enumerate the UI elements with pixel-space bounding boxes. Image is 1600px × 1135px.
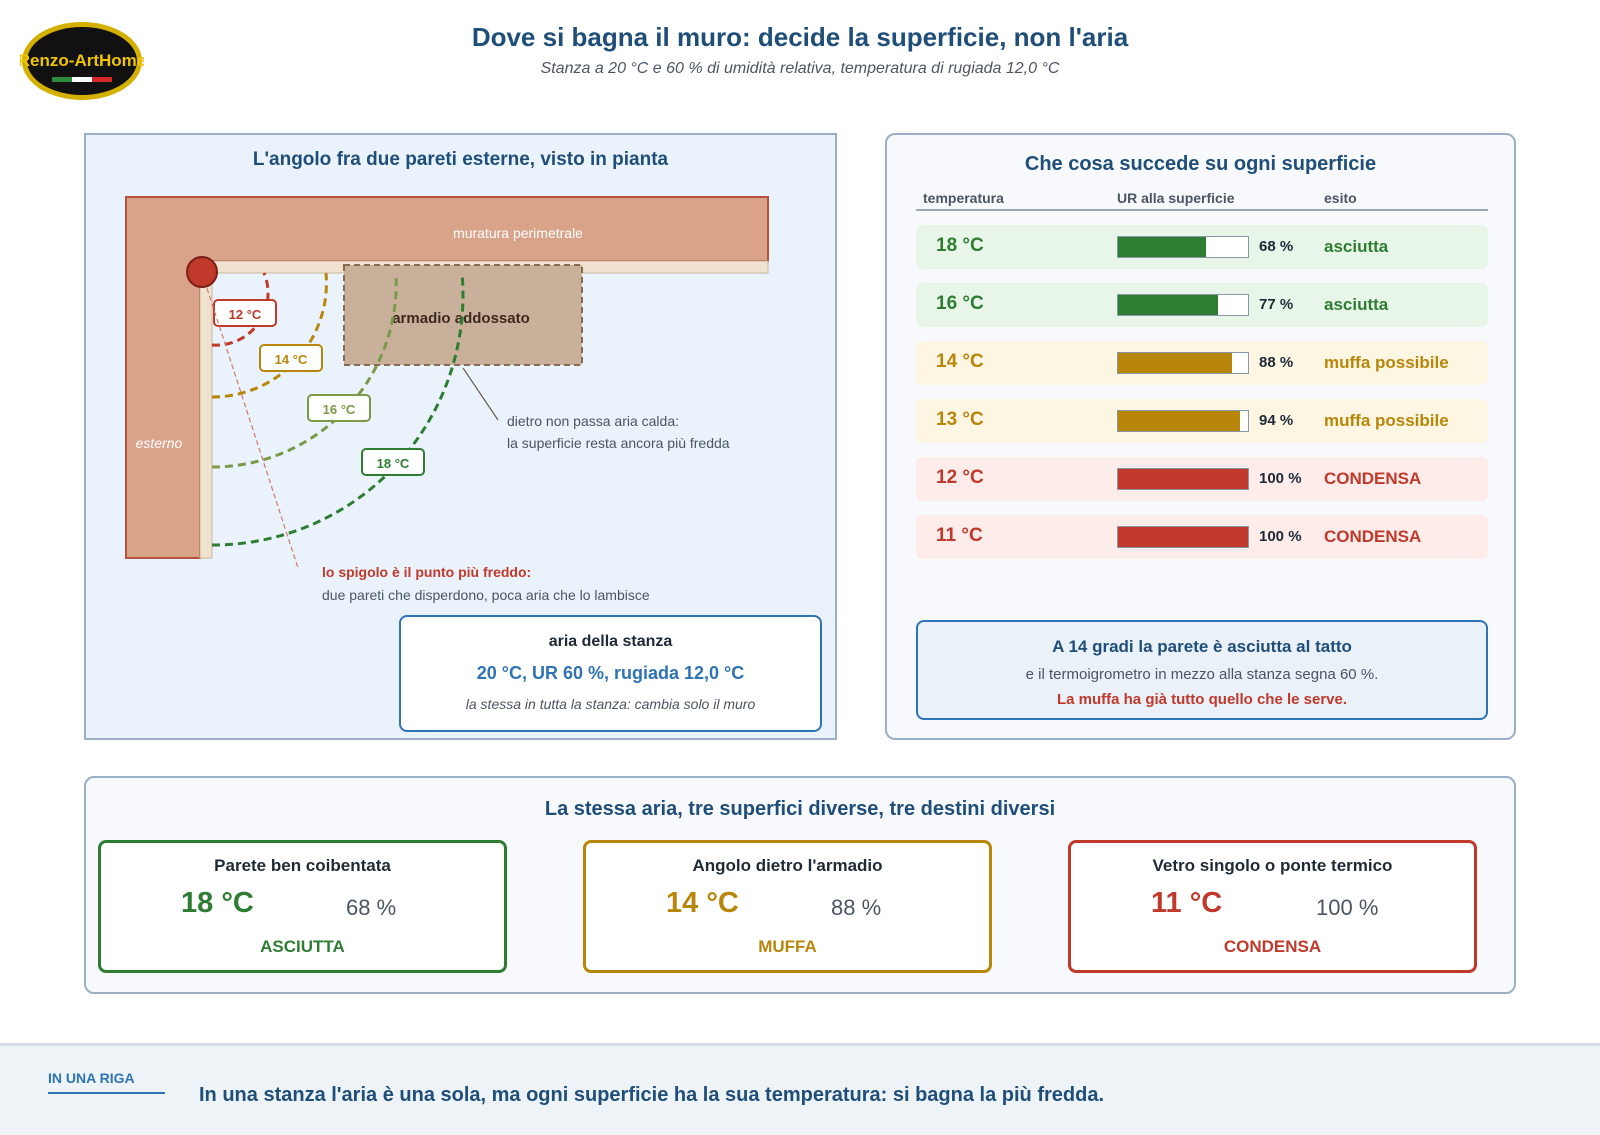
plan-title: L'angolo fra due pareti esterne, visto i… [252, 149, 669, 170]
brand-logo: Renzo-ArtHome [18, 20, 146, 102]
surface-rh-value: 68 % [1259, 238, 1294, 255]
wall-label: muratura perimetrale [453, 225, 583, 241]
surface-card: Vetro singolo o ponte termico 11 °C 100 % C… [1068, 840, 1477, 973]
surface-rh-bar-fill [1118, 411, 1241, 431]
surface-row: 11 °C 100 % CONDENSA [916, 515, 1488, 559]
room-air-note: la stessa in tutta la stanza: cambia sol… [465, 696, 756, 712]
plan-panel: L'angolo fra due pareti esterne, visto i… [84, 133, 837, 740]
card-outcome: ASCIUTTA [260, 937, 345, 956]
surface-outcome: CONDENSA [1324, 527, 1422, 546]
card-temp: 18 °C [181, 887, 254, 919]
surface-row: 13 °C 94 % muffa possibile [916, 399, 1488, 443]
isotherm-label-12: 12 °C [229, 307, 262, 322]
surface-rh-value: 94 % [1259, 412, 1294, 429]
isotherm-label-16-box [307, 394, 371, 422]
outside-label: esterno [136, 435, 183, 451]
footer-tag: IN UNA RIGA [48, 1070, 165, 1094]
surface-temp: 14 °C [936, 351, 984, 372]
wardrobe-note-1: dietro non passa aria calda: [507, 413, 679, 429]
surface-temp: 18 °C [936, 235, 984, 256]
surface-outcome: asciutta [1324, 237, 1389, 256]
card-temp: 14 °C [666, 887, 739, 919]
surface-rh-bar-fill [1118, 295, 1219, 315]
card-rh: 100 % [1316, 895, 1379, 920]
cold-corner-marker [186, 256, 218, 288]
isotherm-14 [211, 272, 328, 399]
surface-rh-bar [1117, 294, 1249, 316]
surface-outcome: muffa possibile [1324, 353, 1449, 372]
info-box: A 14 gradi la parete è asciutta al tatto… [916, 620, 1488, 720]
comparison-panel: La stessa aria, tre superfici diverse, t… [84, 776, 1516, 994]
isotherm-label-18: 18 °C [377, 456, 410, 471]
info-line: e il termoigrometro in mezzo alla stanza… [1025, 666, 1379, 683]
surface-row: 14 °C 88 % muffa possibile [916, 341, 1488, 385]
page-title: Dove si bagna il muro: decide la superfi… [471, 22, 1129, 52]
isotherm-label-16: 16 °C [323, 402, 356, 417]
surface-outcome: muffa possibile [1324, 411, 1449, 430]
room-air-title: aria della stanza [548, 633, 673, 650]
room-air-box: aria della stanza 20 °C, UR 60 %, rugiad… [399, 615, 822, 732]
info-alert: La muffa ha già tutto quello che le serv… [1056, 691, 1348, 708]
isotherm-label-18-box [361, 448, 425, 476]
card-temp: 11 °C [1151, 887, 1223, 919]
surface-rh-bar-fill [1118, 469, 1248, 489]
comparison-title: La stessa aria, tre superfici diverse, t… [544, 798, 1056, 820]
wardrobe-leader-line [462, 367, 499, 421]
surfaces-table-header: temperatura UR alla superficie esito [916, 185, 1488, 211]
isotherm-18 [211, 272, 465, 547]
surface-row: 18 °C 68 % asciutta [916, 225, 1488, 269]
card-outcome: MUFFA [758, 937, 817, 956]
surface-row: 12 °C 100 % CONDENSA [916, 457, 1488, 501]
col-header-temperature: temperatura [923, 190, 1004, 206]
corner-leader-line [201, 272, 299, 569]
surface-rh-value: 88 % [1259, 354, 1294, 371]
surface-rh-value: 77 % [1259, 296, 1294, 313]
surface-rh-bar [1117, 526, 1249, 548]
perimeter-wall [125, 196, 769, 559]
col-header-outcome: esito [1324, 190, 1357, 206]
surfaces-title: Che cosa succede su ogni superficie [1024, 153, 1377, 175]
isotherm-label-14: 14 °C [275, 352, 308, 367]
isotherm-label-12-box [213, 299, 277, 327]
surface-rh-bar [1117, 352, 1249, 374]
surface-rh-value: 100 % [1259, 528, 1302, 545]
surface-temp: 13 °C [936, 409, 984, 430]
col-header-surface-rh: UR alla superficie [1117, 190, 1235, 206]
surface-temp: 11 °C [936, 525, 983, 546]
card-outcome: CONDENSA [1223, 937, 1322, 956]
surfaces-panel: Che cosa succede su ogni superficie temp… [885, 133, 1516, 740]
card-rh: 68 % [346, 895, 397, 920]
surface-rh-bar-fill [1118, 237, 1207, 257]
surface-outcome: asciutta [1324, 295, 1389, 314]
page-subtitle: Stanza a 20 °C e 60 % di umidità relativ… [540, 60, 1060, 77]
footer: IN UNA RIGA In una stanza l'aria è una s… [0, 1043, 1600, 1135]
card-title: Vetro singolo o ponte termico [1152, 856, 1393, 875]
wardrobe-note-2: la superficie resta ancora più fredda [507, 435, 730, 451]
info-title: A 14 gradi la parete è asciutta al tatto [1052, 637, 1352, 656]
surface-temp: 12 °C [936, 467, 984, 488]
surface-rh-bar-fill [1118, 353, 1233, 373]
footer-summary: In una stanza l'aria è una sola, ma ogni… [199, 1084, 1105, 1106]
room-air-values: 20 °C, UR 60 %, rugiada 12,0 °C [476, 663, 745, 683]
surface-rh-bar [1117, 468, 1249, 490]
surface-rh-value: 100 % [1259, 470, 1302, 487]
card-title: Parete ben coibentata [214, 856, 391, 875]
surface-rh-bar-fill [1118, 527, 1248, 547]
svg-text:Renzo-ArtHome: Renzo-ArtHome [20, 51, 144, 70]
card-title: Angolo dietro l'armadio [692, 856, 883, 875]
corner-plan-diagram: muratura perimetrale esterno armadio add… [125, 196, 769, 603]
surface-outcome: CONDENSA [1324, 469, 1422, 488]
corner-note-title: lo spigolo è il punto più freddo: [322, 564, 531, 580]
corner-note-text: due pareti che disperdono, poca aria che… [322, 587, 650, 603]
card-rh: 88 % [831, 895, 882, 920]
surface-card: Parete ben coibentata 18 °C 68 % ASCIUTTA [98, 840, 507, 973]
surface-rh-bar [1117, 410, 1249, 432]
isotherm-label-14-box [259, 344, 323, 372]
surface-card: Angolo dietro l'armadio 14 °C 88 % MUFFA [583, 840, 992, 973]
surface-temp: 16 °C [936, 293, 984, 314]
surface-rh-bar [1117, 236, 1249, 258]
surface-row: 16 °C 77 % asciutta [916, 283, 1488, 327]
